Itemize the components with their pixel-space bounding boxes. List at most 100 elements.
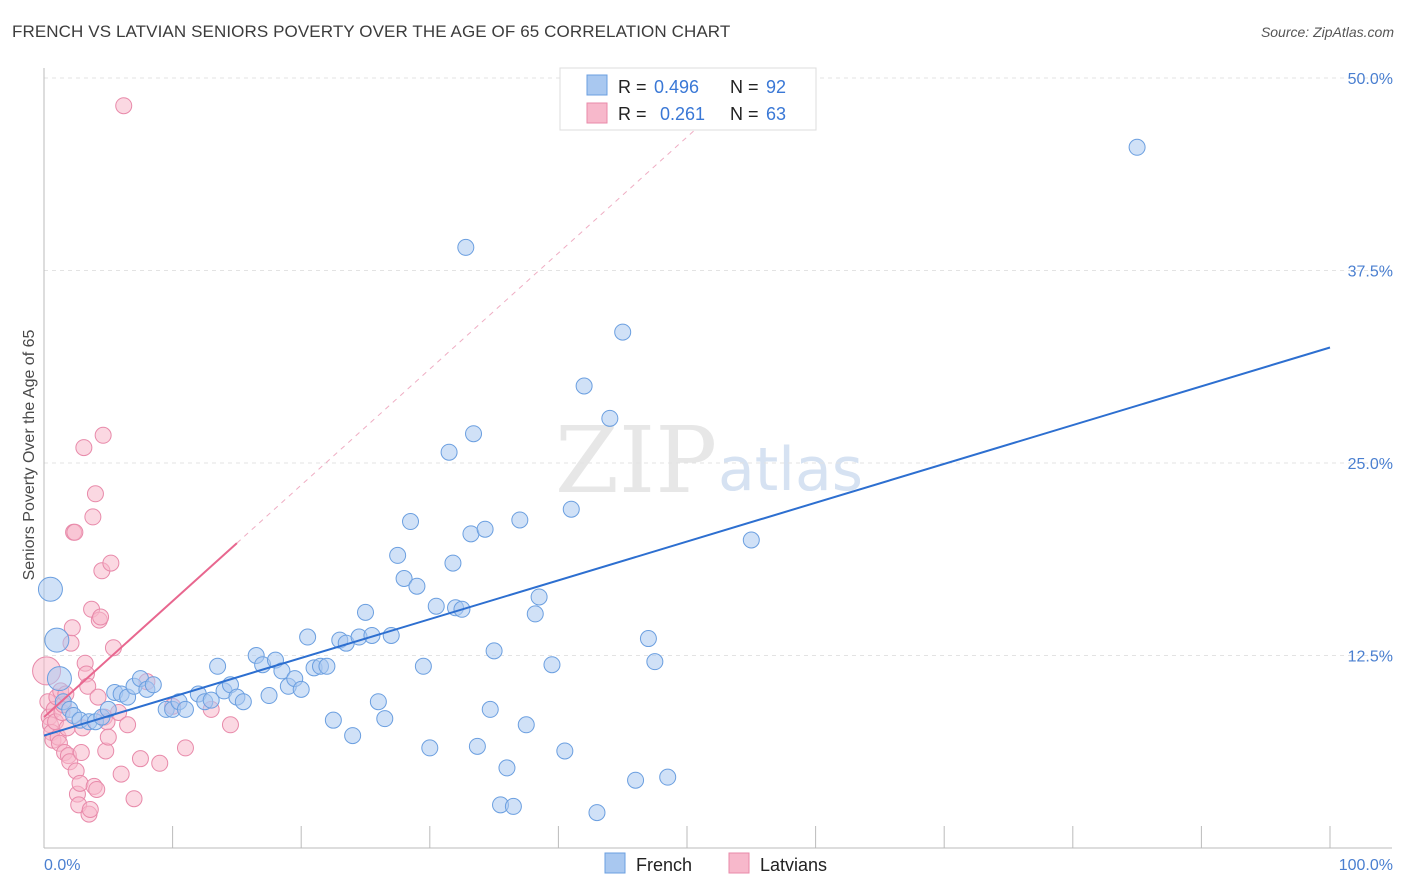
trend-lines bbox=[43, 77, 1331, 737]
legend-r-label-french: R = bbox=[618, 77, 647, 97]
french-point bbox=[543, 656, 561, 674]
french-point bbox=[292, 680, 310, 698]
latvians-point bbox=[84, 508, 102, 526]
french-point bbox=[498, 759, 516, 777]
french-point bbox=[427, 597, 445, 615]
chart-title: FRENCH VS LATVIAN SENIORS POVERTY OVER T… bbox=[12, 22, 731, 41]
french-point bbox=[526, 605, 544, 623]
latvians-point bbox=[92, 608, 110, 626]
french-point bbox=[575, 377, 593, 395]
french-point bbox=[176, 700, 194, 718]
legend-n-value-latvians: 63 bbox=[766, 104, 786, 124]
latvians-point bbox=[115, 97, 133, 115]
latvians-points bbox=[32, 97, 239, 823]
legend-r-value-french: 0.496 bbox=[654, 77, 699, 97]
french-point bbox=[421, 739, 439, 757]
french-point bbox=[462, 525, 480, 543]
latvians-point bbox=[75, 439, 93, 457]
latvians-point bbox=[131, 750, 149, 768]
french-point bbox=[1128, 138, 1146, 156]
series-legend-french: French bbox=[636, 855, 692, 875]
latvians-point bbox=[119, 716, 137, 734]
french-point bbox=[260, 687, 278, 705]
y-tick-label-3: 50.0% bbox=[1348, 71, 1393, 88]
french-point bbox=[485, 642, 503, 660]
french-points bbox=[37, 138, 1146, 822]
french-point bbox=[614, 323, 632, 341]
watermark-atlas: atlas bbox=[718, 435, 863, 505]
french-point bbox=[344, 727, 362, 745]
french-point bbox=[530, 588, 548, 606]
french-point bbox=[44, 627, 70, 653]
french-point bbox=[408, 577, 426, 595]
latvians-point bbox=[72, 744, 90, 762]
y-tick-label-0: 12.5% bbox=[1348, 649, 1393, 666]
zipatlas-watermark: ZIP atlas bbox=[555, 407, 863, 514]
french-point bbox=[363, 626, 381, 644]
french-point bbox=[504, 797, 522, 815]
french-point bbox=[517, 716, 535, 734]
latvians-point bbox=[86, 485, 104, 503]
french-point bbox=[601, 409, 619, 427]
french-point bbox=[202, 691, 220, 709]
french-point bbox=[511, 511, 529, 529]
series-legend-latvians: Latvians bbox=[760, 855, 827, 875]
series-legend: French Latvians bbox=[604, 852, 827, 875]
x-tick-label-min: 0.0% bbox=[44, 857, 80, 874]
latvians-point bbox=[81, 801, 99, 818]
french-point bbox=[37, 576, 63, 602]
latvians-point bbox=[71, 774, 89, 792]
french-point bbox=[395, 570, 413, 587]
french-point bbox=[465, 425, 483, 443]
source-label: Source: ZipAtlas.com bbox=[1260, 24, 1394, 40]
french-point bbox=[639, 630, 657, 648]
french-point bbox=[209, 657, 227, 675]
series-legend-swatch-french bbox=[604, 852, 626, 874]
latvians-point bbox=[151, 754, 169, 772]
french-point bbox=[627, 771, 645, 789]
legend-n-value-french: 92 bbox=[766, 77, 786, 97]
french-point bbox=[324, 711, 342, 729]
latvians-point bbox=[125, 790, 143, 808]
legend-swatch-latvians bbox=[586, 102, 608, 124]
french-point bbox=[481, 700, 499, 718]
latvians-point bbox=[176, 739, 194, 757]
latvians-point bbox=[63, 619, 81, 637]
latvians-point bbox=[97, 742, 115, 760]
french-point bbox=[444, 554, 462, 572]
french-point bbox=[556, 742, 574, 760]
french-point bbox=[414, 657, 432, 675]
series-legend-swatch-latvians bbox=[728, 852, 750, 874]
legend-r-label-latvians: R = bbox=[618, 104, 647, 124]
french-point bbox=[402, 513, 420, 531]
legend-swatch-french bbox=[586, 74, 608, 96]
french-trend-line bbox=[43, 346, 1331, 737]
french-point bbox=[659, 768, 677, 786]
latvians-point bbox=[99, 728, 117, 746]
french-point bbox=[389, 546, 407, 564]
latvians-point bbox=[94, 426, 112, 444]
french-point bbox=[369, 693, 387, 711]
latvians-trend-line bbox=[43, 542, 238, 718]
grid-lines bbox=[44, 77, 1392, 656]
stats-legend: R = 0.496 N = 92 R = 0.261 N = 63 bbox=[559, 67, 817, 131]
x-tick-label-max: 100.0% bbox=[1339, 857, 1393, 874]
french-point bbox=[457, 238, 475, 256]
latvians-point bbox=[66, 523, 84, 541]
y-tick-label-2: 37.5% bbox=[1348, 264, 1393, 281]
french-point bbox=[562, 500, 580, 518]
french-point bbox=[476, 520, 494, 538]
y-axis-title: Seniors Poverty Over the Age of 65 bbox=[21, 330, 38, 581]
latvians-point bbox=[112, 765, 130, 783]
french-point bbox=[646, 653, 664, 671]
french-point bbox=[46, 666, 72, 692]
french-point bbox=[742, 531, 760, 549]
latvians-point bbox=[102, 554, 120, 572]
watermark-zip: ZIP bbox=[555, 407, 717, 514]
legend-n-label-latvians: N = bbox=[730, 104, 759, 124]
french-point bbox=[440, 443, 458, 461]
latvians-point bbox=[89, 688, 107, 706]
french-point bbox=[357, 603, 374, 621]
french-point bbox=[144, 676, 162, 694]
